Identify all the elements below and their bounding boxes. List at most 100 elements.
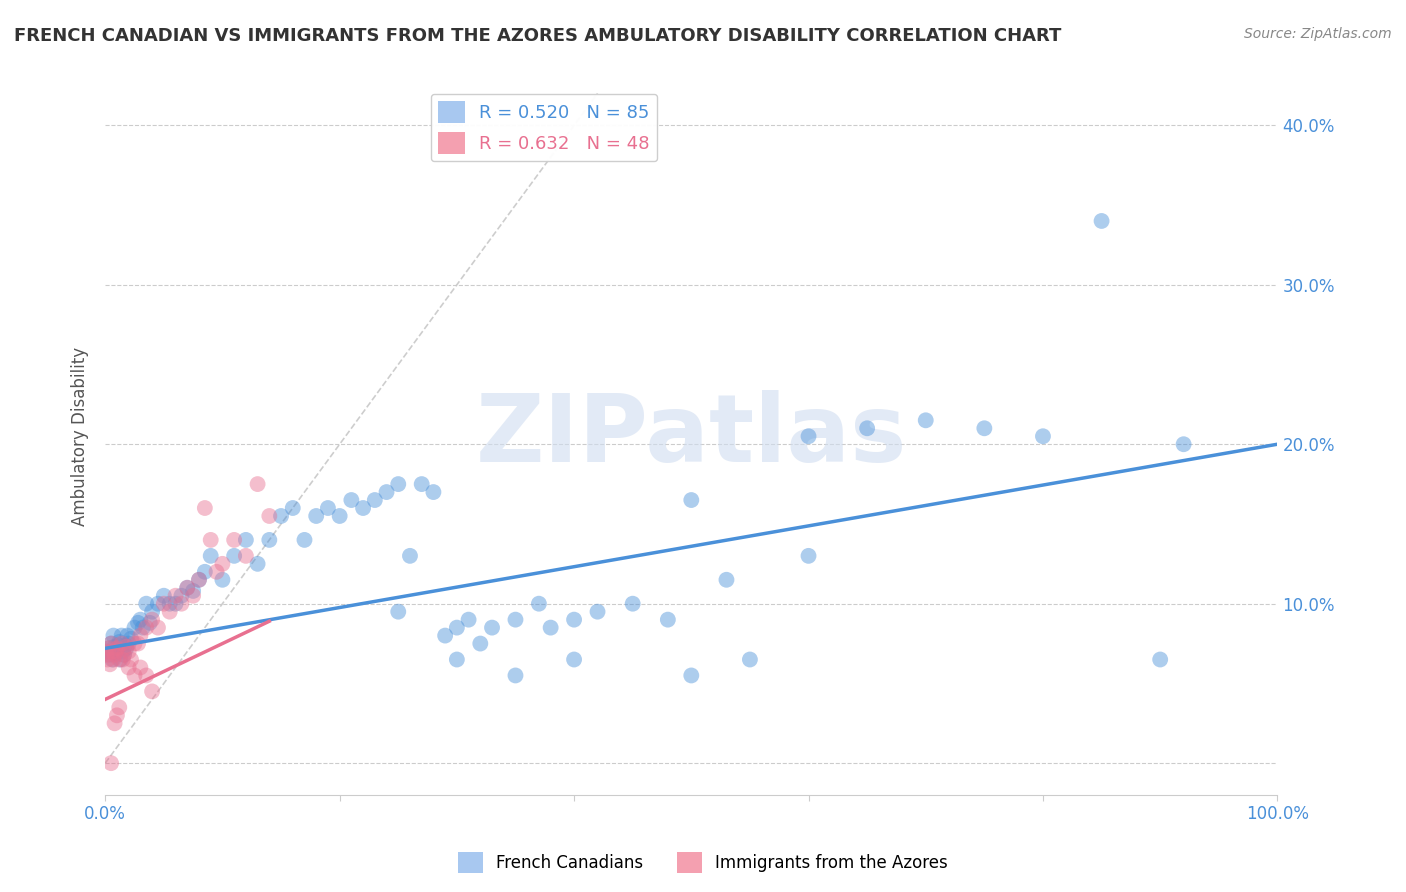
Point [103, 652, 125, 666]
Point [141, 613, 163, 627]
Point [738, 652, 761, 666]
Point [120, 652, 142, 666]
Point [211, 573, 233, 587]
Point [111, 644, 134, 658]
Point [105, 641, 128, 656]
Point [104, 716, 127, 731]
Point [165, 597, 187, 611]
Point [94, 644, 117, 658]
Point [115, 641, 138, 656]
Text: Source: ZipAtlas.com: Source: ZipAtlas.com [1244, 27, 1392, 41]
Point [111, 636, 134, 650]
Point [281, 501, 304, 516]
Point [139, 615, 162, 630]
Point [141, 605, 163, 619]
Point [112, 648, 135, 662]
Point [176, 581, 198, 595]
Point [586, 605, 609, 619]
Point [118, 636, 141, 650]
Point [224, 533, 246, 547]
Point [112, 648, 135, 662]
Legend: R = 0.520   N = 85, R = 0.632   N = 48: R = 0.520 N = 85, R = 0.632 N = 48 [430, 94, 657, 161]
Point [114, 638, 136, 652]
Point [135, 621, 157, 635]
Point [111, 629, 134, 643]
Text: ZIPatlas: ZIPatlas [475, 391, 907, 483]
Point [170, 589, 193, 603]
Text: FRENCH CANADIAN VS IMMIGRANTS FROM THE AZORES AMBULATORY DISABILITY CORRELATION : FRENCH CANADIAN VS IMMIGRANTS FROM THE A… [14, 27, 1062, 45]
Point [101, 652, 124, 666]
Point [170, 597, 193, 611]
Point [115, 640, 138, 654]
Point [108, 652, 131, 666]
Point [505, 613, 527, 627]
Point [105, 708, 128, 723]
Point [135, 668, 157, 682]
Point [124, 668, 146, 682]
Point [135, 597, 157, 611]
Point [446, 652, 468, 666]
Point [146, 597, 169, 611]
Point [153, 597, 176, 611]
Point [481, 621, 503, 635]
Point [411, 477, 433, 491]
Point [305, 508, 328, 523]
Y-axis label: Ambulatory Disability: Ambulatory Disability [72, 347, 89, 525]
Point [352, 501, 374, 516]
Point [200, 533, 222, 547]
Point [329, 508, 352, 523]
Point [259, 533, 281, 547]
Point [104, 646, 127, 660]
Point [165, 589, 187, 603]
Point [111, 652, 134, 666]
Point [124, 621, 146, 635]
Point [399, 549, 422, 563]
Point [446, 621, 468, 635]
Point [194, 501, 217, 516]
Point [470, 636, 492, 650]
Point [110, 652, 132, 666]
Point [127, 636, 149, 650]
Point [457, 613, 479, 627]
Point [540, 621, 562, 635]
Point [1090, 214, 1112, 228]
Point [1173, 437, 1195, 451]
Point [797, 549, 820, 563]
Point [856, 421, 879, 435]
Point [621, 597, 644, 611]
Point [101, 644, 124, 658]
Point [141, 684, 163, 698]
Point [1032, 429, 1054, 443]
Point [176, 581, 198, 595]
Point [681, 668, 703, 682]
Point [118, 660, 141, 674]
Point [124, 636, 146, 650]
Point [103, 629, 125, 643]
Point [127, 615, 149, 630]
Point [120, 632, 142, 646]
Point [205, 565, 228, 579]
Point [973, 421, 995, 435]
Point [98, 648, 121, 662]
Point [294, 533, 316, 547]
Point [194, 565, 217, 579]
Point [527, 597, 550, 611]
Point [340, 493, 363, 508]
Point [97, 641, 120, 656]
Point [562, 613, 585, 627]
Point [246, 557, 269, 571]
Point [129, 660, 152, 674]
Point [562, 652, 585, 666]
Point [153, 589, 176, 603]
Point [387, 605, 409, 619]
Point [104, 648, 127, 662]
Point [129, 613, 152, 627]
Point [181, 583, 204, 598]
Point [914, 413, 936, 427]
Point [105, 643, 128, 657]
Point [716, 573, 738, 587]
Point [100, 756, 122, 771]
Point [104, 640, 127, 654]
Point [98, 657, 121, 672]
Point [387, 477, 409, 491]
